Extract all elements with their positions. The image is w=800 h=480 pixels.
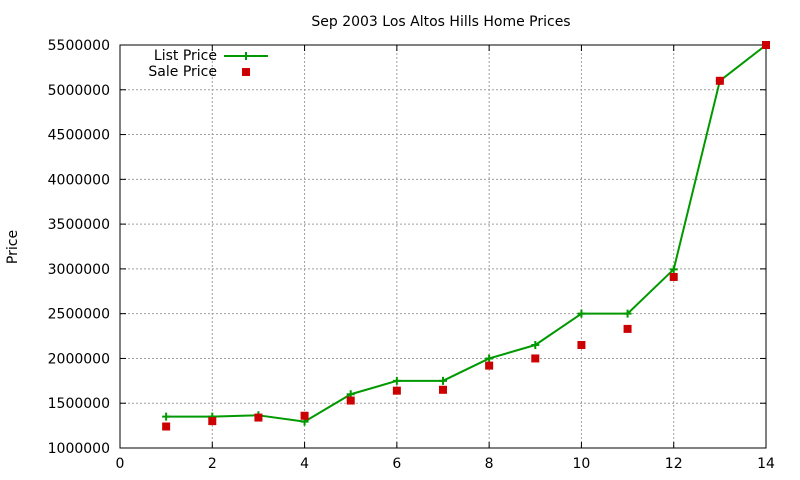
list-price-point [577,309,586,318]
x-tick-label: 14 [757,456,775,472]
list-price-point [439,376,447,385]
y-axis-title: Price [5,230,21,264]
sale-price-point [254,413,263,422]
sale-price-point [439,385,447,394]
legend: List Price Sale Price [148,48,268,80]
y-tick-label: 3500000 [48,217,110,233]
grid [120,45,766,448]
sale-price-point [346,396,355,405]
sale-price-point [531,354,540,363]
legend-label-sale-price: Sale Price [148,64,217,80]
legend-label-list-price: List Price [154,48,217,64]
legend-swatch-list-price-marker [242,52,250,60]
y-tick-label: 1500000 [48,396,110,412]
x-tick-label: 2 [208,456,217,472]
list-price-point [392,376,401,385]
sale-price-point [208,417,217,426]
y-tick-label: 1000000 [48,441,110,457]
sale-price-point [392,386,401,395]
sale-price-point [577,341,586,350]
plot-frame [119,44,767,449]
list-price-point [531,341,540,350]
y-tick-label: 5000000 [48,83,110,99]
sale-price-point [762,41,770,49]
x-tick-label: 12 [665,456,683,472]
series [162,41,770,431]
y-tick-label: 4500000 [48,128,110,144]
y-tick-label: 5500000 [48,38,110,54]
chart-title: Sep 2003 Los Altos Hills Home Prices [311,14,570,30]
y-tick-label: 4000000 [48,172,110,188]
sale-price-point [623,324,632,333]
sale-price-point [669,272,678,281]
x-tick-label: 8 [485,456,494,472]
sale-price-point [715,76,724,85]
list-price-point [162,412,171,421]
x-tick-label: 6 [392,456,401,472]
sale-price-point [300,411,309,420]
x-tick-label: 0 [116,456,125,472]
y-tick-label: 2000000 [48,351,110,367]
y-tick-label: 2500000 [48,307,110,323]
axis-ticks: 0 2 4 6 8 10 12 14 1000000 1500000 2000000 2500000 3… [48,38,775,472]
legend-swatch-sale-price-marker [242,68,250,76]
x-tick-label: 10 [573,456,591,472]
x-tick-label: 4 [300,456,309,472]
list-price-point [623,309,632,318]
list-price-line [166,44,767,423]
list-price-point [485,354,494,363]
list-price-point [669,265,678,274]
y-tick-label: 3000000 [48,262,110,278]
sale-price-point [162,422,171,431]
sale-price-point [485,361,494,370]
